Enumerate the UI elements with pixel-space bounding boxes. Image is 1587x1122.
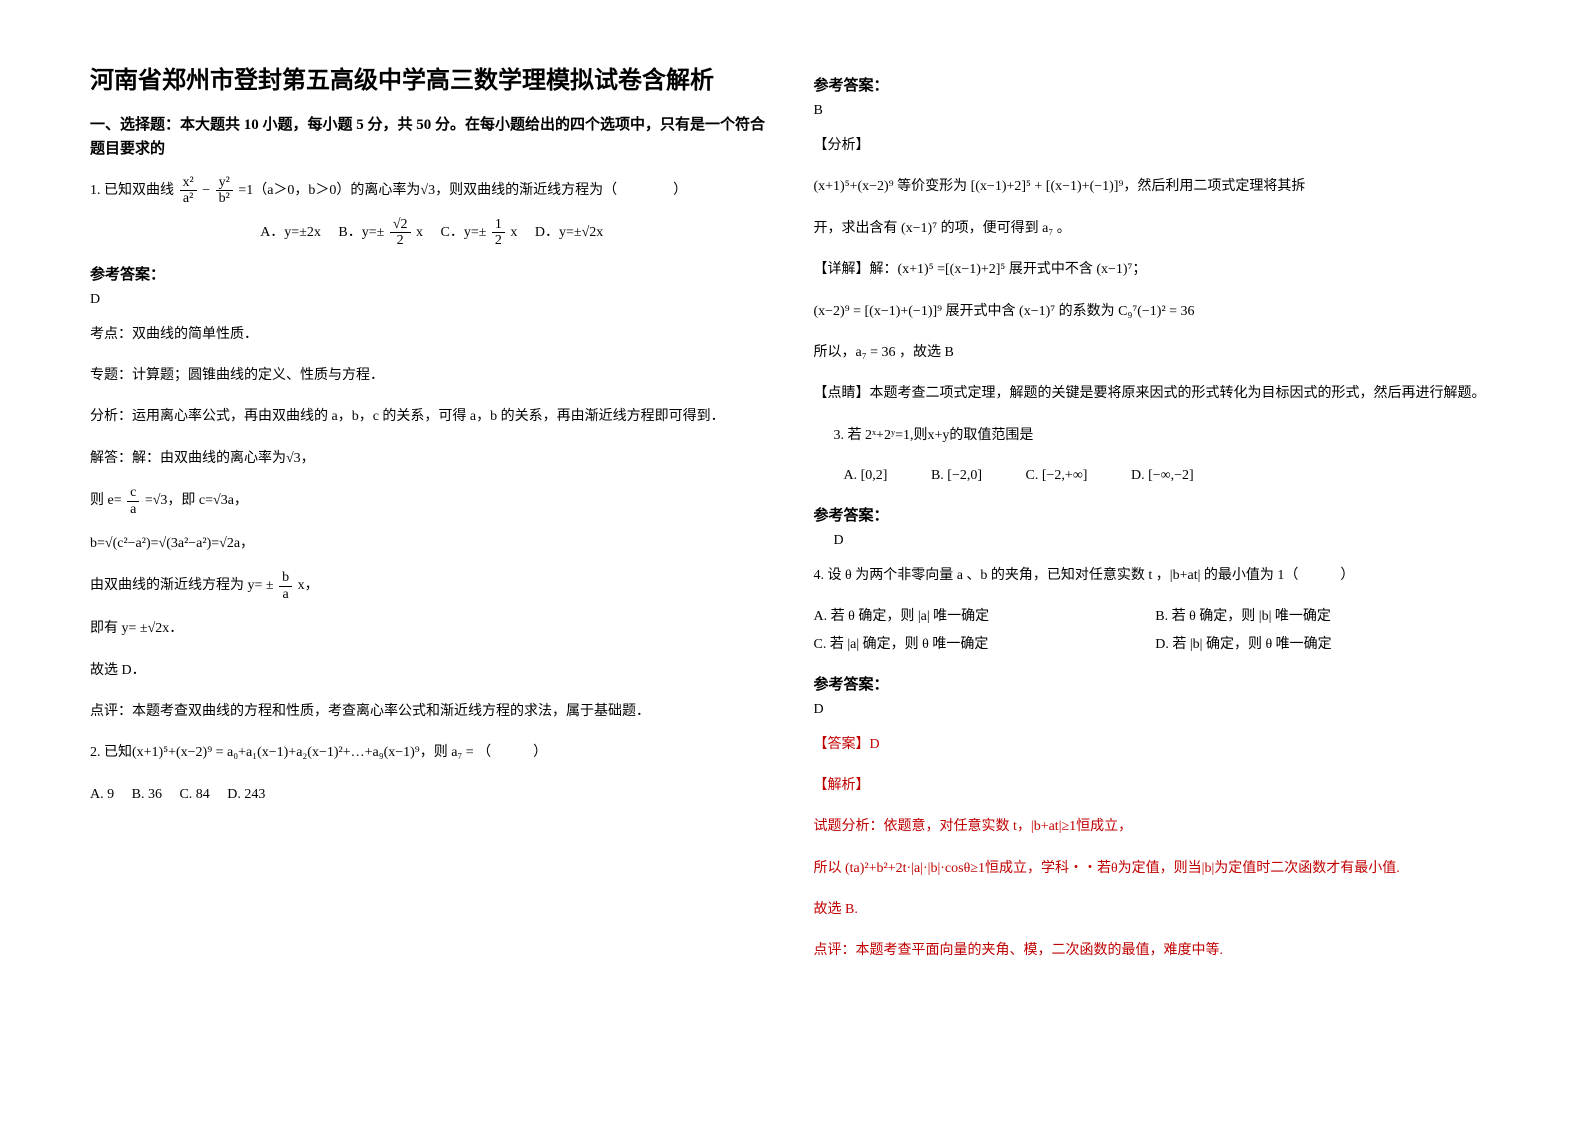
q2-p3: (x−2)⁹ = [(x−1)+(−1)]⁹ 展开式中含 (x−1)⁷ 的系数为… <box>814 297 1498 326</box>
q4-h1: 【答案】D <box>814 730 1498 759</box>
q3-options: A. [0,2] B. [−2,0] C. [−2,+∞] D. [−∞,−2] <box>814 462 1498 490</box>
q4-p3: 故选 B. <box>814 895 1498 924</box>
frac-1-2: 12 <box>492 217 505 249</box>
q1-stem: 1. 已知双曲线 x²a² − y²b² =1（a＞0，b＞0）的离心率为√3，… <box>90 175 774 207</box>
q4-optC: C. 若 |a| 确定，则 θ 唯一确定 <box>814 631 1156 659</box>
q1-p3: 分析：运用离心率公式，再由双曲线的 a，b，c 的关系，可得 a，b 的关系，再… <box>90 402 774 431</box>
section-heading: 一、选择题：本大题共 10 小题，每小题 5 分，共 50 分。在每小题给出的四… <box>90 113 774 161</box>
q4-p4: 点评：本题考查平面向量的夹角、模，二次函数的最值，难度中等. <box>814 936 1498 965</box>
q3-reflabel: 参考答案： <box>814 504 1498 525</box>
q1-answer: D <box>90 292 774 308</box>
q1-optD: D．y=±√2x <box>535 225 603 240</box>
q2-p1b: 开，求出含有 (x−1)⁷ 的项，便可得到 a₇ 。 <box>814 214 1498 243</box>
q1-optC: C．y=± <box>441 225 487 240</box>
q2-stem: 2. 已知(x+1)⁵+(x−2)⁹ = a₀+a₁(x−1)+a₂(x−1)²… <box>90 738 774 767</box>
q3-optA-val: [0,2] <box>861 468 888 483</box>
q2-h1: 【分析】 <box>814 131 1498 160</box>
q4-p2: 所以 (ta)²+b²+2t·|a|·|b|·cosθ≥1恒成立，学科・・若θ为… <box>814 854 1498 883</box>
q1-reflabel: 参考答案： <box>90 263 774 284</box>
pm-sign: ± <box>266 579 274 594</box>
q1-p2: 专题：计算题；圆锥曲线的定义、性质与方程． <box>90 361 774 390</box>
frac-c-a: ca <box>127 485 139 517</box>
q1-p6: b=√(c²−a²)=√(3a²−a²)=√2a， <box>90 529 774 558</box>
q4-optD: D. 若 |b| 确定，则 θ 唯一确定 <box>1155 631 1497 659</box>
right-column: 参考答案： B 【分析】 (x+1)⁵+(x−2)⁹ 等价变形为 [(x−1)+… <box>814 60 1498 978</box>
frac-y2b2: y²b² <box>216 175 233 207</box>
q2-p4: 所以，a₇ = 36 ，故选 B <box>814 338 1498 367</box>
q4-h2: 【解析】 <box>814 771 1498 800</box>
q1-p5: 则 e= ca =√3，即 c=√3a， <box>90 485 774 517</box>
q2-p2: 【详解】解：(x+1)⁵ =[(x−1)+2]⁵ 展开式中不含 (x−1)⁷； <box>814 255 1498 284</box>
frac-b-a: ba <box>279 570 292 602</box>
q1-p5mid: =√3，即 c=√3a， <box>145 493 248 508</box>
q4-stem: 4. 设 θ 为两个非零向量 a 、b 的夹角，已知对任意实数 t ，|b+at… <box>814 561 1498 590</box>
q4-answer: D <box>814 702 1498 718</box>
q1-p7post: x， <box>298 579 319 594</box>
q3-optC-val: [−2,+∞] <box>1042 468 1088 483</box>
q2-reflabel: 参考答案： <box>814 74 1498 95</box>
q1-optB: B．y=± <box>338 225 384 240</box>
minus: − <box>202 183 213 198</box>
q4-optA: A. 若 θ 确定，则 |a| 唯一确定 <box>814 603 1156 631</box>
q4-reflabel: 参考答案： <box>814 673 1498 694</box>
q3-optB-val: [−2,0] <box>947 468 982 483</box>
q1-prefix: 1. 已知双曲线 <box>90 183 174 198</box>
q4-options: A. 若 θ 确定，则 |a| 唯一确定 B. 若 θ 确定，则 |b| 唯一确… <box>814 603 1498 659</box>
q4-p1: 试题分析：依题意，对任意实数 t，|b+at|≥1恒成立， <box>814 812 1498 841</box>
q4-optB: B. 若 θ 确定，则 |b| 唯一确定 <box>1155 603 1497 631</box>
q1-p1: 考点：双曲线的简单性质． <box>90 320 774 349</box>
q3-stem: 3. 若 2ˣ+2ʸ=1,则x+y的取值范围是 <box>814 421 1498 450</box>
q3-optB-label: B. <box>931 468 944 483</box>
q1-p9: 故选 D． <box>90 656 774 685</box>
q1-p4: 解答：解：由双曲线的离心率为√3， <box>90 444 774 473</box>
page-title: 河南省郑州市登封第五高级中学高三数学理模拟试卷含解析 <box>90 60 774 95</box>
q1-p7: 由双曲线的渐近线方程为 y= ± ba x， <box>90 570 774 602</box>
q1-optC-tail: x <box>510 225 517 240</box>
q3-optD-val: [−∞,−2] <box>1148 468 1194 483</box>
q1-p7pre: 由双曲线的渐近线方程为 y= <box>90 579 262 594</box>
q3-answer: D <box>814 533 1498 549</box>
q1-optA: A．y=±2x <box>260 225 321 240</box>
q1-optB-tail: x <box>416 225 423 240</box>
q2-p5: 【点睛】本题考查二项式定理，解题的关键是要将原来因式的形式转化为目标因式的形式，… <box>814 379 1498 408</box>
q3-optC-label: C. <box>1026 468 1039 483</box>
q3-optA-label: A. <box>844 468 858 483</box>
frac-sqrt2-2: √22 <box>390 217 411 249</box>
left-column: 河南省郑州市登封第五高级中学高三数学理模拟试卷含解析 一、选择题：本大题共 10… <box>90 60 774 978</box>
q2-options: A. 9 B. 36 C. 84 D. 243 <box>90 780 774 809</box>
q2-p1: (x+1)⁵+(x−2)⁹ 等价变形为 [(x−1)+2]⁵ + [(x−1)+… <box>814 172 1498 201</box>
frac-x2a2: x²a² <box>180 175 197 207</box>
q1-suffix: =1（a＞0，b＞0）的离心率为√3，则双曲线的渐近线方程为（ ） <box>238 183 687 198</box>
q1-p5pre: 则 e= <box>90 493 122 508</box>
q3-optD-label: D. <box>1131 468 1145 483</box>
q1-p8: 即有 y= ±√2x． <box>90 614 774 643</box>
q1-p10: 点评：本题考查双曲线的方程和性质，考查离心率公式和渐近线方程的求法，属于基础题． <box>90 697 774 726</box>
q1-options: A．y=±2x B．y=± √22 x C．y=± 12 x D．y=±√2x <box>90 217 774 249</box>
q2-answer: B <box>814 103 1498 119</box>
